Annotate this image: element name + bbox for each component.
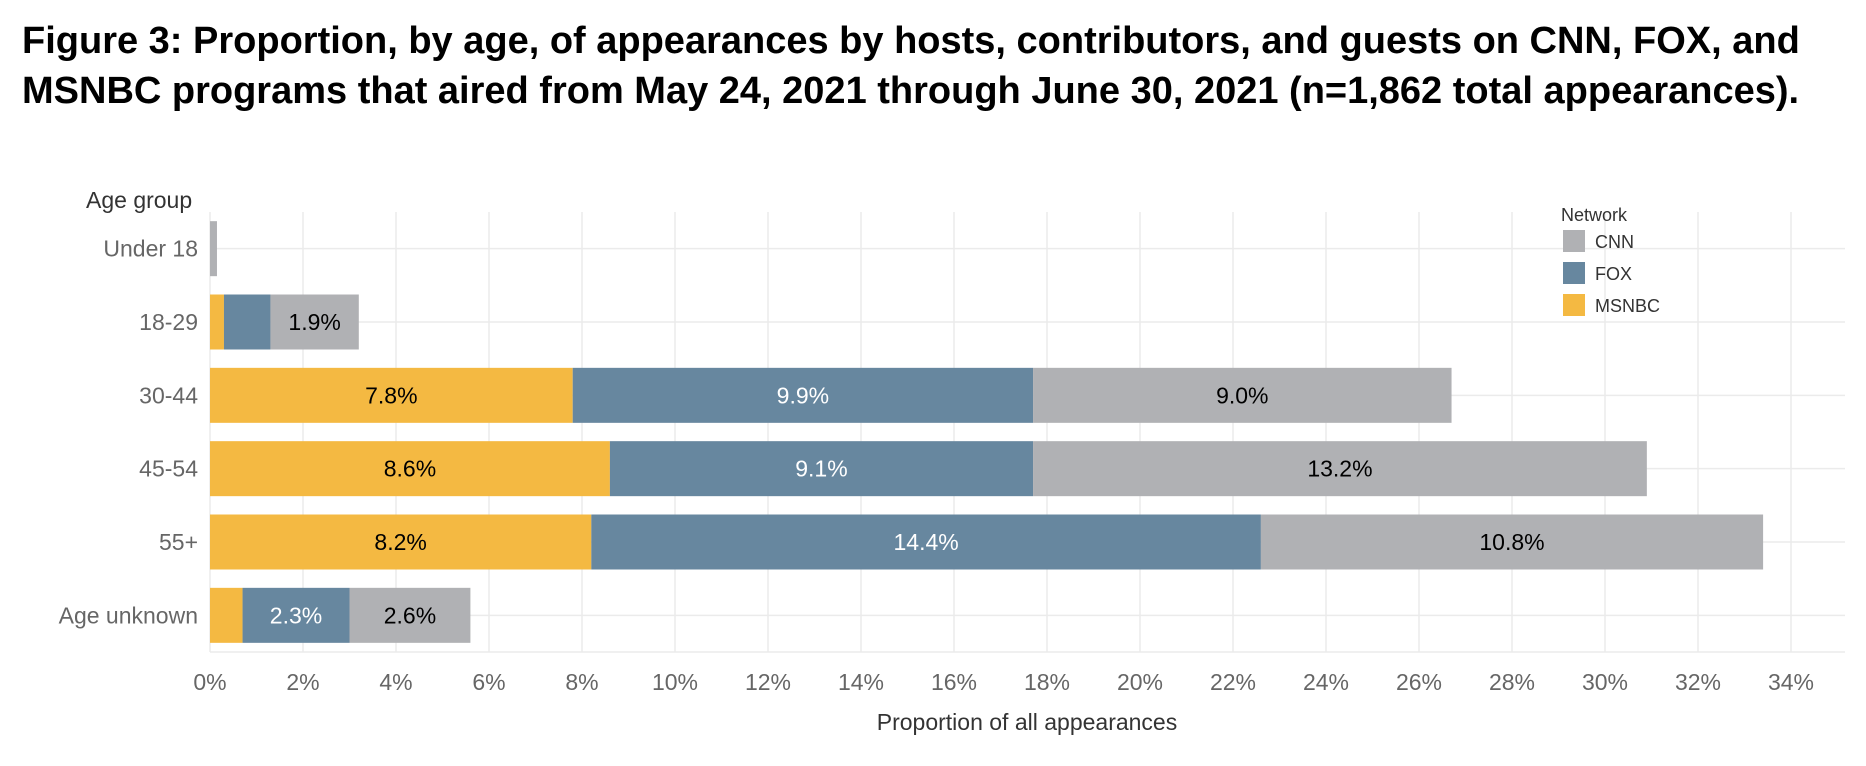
bar-fox-2: [572, 367, 1034, 423]
data-label-fox: 9.1%: [795, 456, 847, 482]
x-tick-labels: 0% 2% 4% 6% 8% 10% 12% 14% 16% 18% 20% 22% 24% 26% 28%…: [193, 669, 1814, 695]
bar-fox-3: [609, 441, 1034, 497]
category-label: 30-44: [139, 382, 198, 408]
x-tick-label: 24%: [1303, 669, 1349, 695]
bar-cnn-5: [349, 587, 471, 643]
category-label: 55+: [159, 529, 198, 555]
legend-entry-fox: FOX: [1595, 264, 1632, 284]
data-label-fox: 14.4%: [893, 529, 958, 555]
data-label-fox: 9.9%: [777, 382, 829, 408]
category-label: 45-54: [139, 456, 198, 482]
legend-entry-cnn: CNN: [1595, 232, 1634, 252]
x-tick-label: 14%: [838, 669, 884, 695]
x-tick-label: 34%: [1768, 669, 1814, 695]
x-tick-label: 12%: [745, 669, 791, 695]
data-label-msnbc: 7.8%: [365, 382, 417, 408]
data-label-cnn: 13.2%: [1307, 456, 1372, 482]
data-label-msnbc: 8.2%: [374, 529, 426, 555]
bar-fox-4: [591, 514, 1261, 570]
legend-entry-msnbc: MSNBC: [1595, 296, 1660, 316]
legend-swatch-cnn: [1563, 230, 1585, 252]
legend-title: Network: [1561, 205, 1628, 225]
x-axis-title: Proportion of all appearances: [877, 709, 1177, 735]
bar-msnbc-4: [210, 514, 592, 570]
data-label-cnn: 1.9%: [288, 309, 340, 335]
bar-fox-1: [223, 294, 271, 350]
x-tick-label: 10%: [652, 669, 698, 695]
bar-cnn-2: [1033, 367, 1452, 423]
figure-title-line-1: Figure 3: Proportion, by age, of appeara…: [22, 20, 1800, 62]
legend-swatch-msnbc: [1563, 294, 1585, 316]
bar-msnbc-5: [210, 587, 243, 643]
x-tick-label: 18%: [1024, 669, 1070, 695]
legend-swatch-fox: [1563, 262, 1585, 284]
y-axis-title: Age group: [86, 187, 192, 213]
x-tick-label: 28%: [1489, 669, 1535, 695]
x-tick-label: 6%: [472, 669, 505, 695]
x-tick-label: 22%: [1210, 669, 1256, 695]
x-tick-label: 2%: [286, 669, 319, 695]
x-tick-label: 26%: [1396, 669, 1442, 695]
data-label-cnn: 10.8%: [1479, 529, 1544, 555]
bar-msnbc-2: [210, 367, 573, 423]
x-tick-label: 16%: [931, 669, 977, 695]
bar-cnn-0: [210, 221, 217, 277]
data-label-msnbc: 8.6%: [384, 456, 436, 482]
category-labels: Under 18 18-29 30-44 45-54 55+ Age unknown: [59, 236, 199, 629]
data-label-cnn: 9.0%: [1216, 382, 1268, 408]
bar-cnn-3: [1033, 441, 1647, 497]
category-label: Age unknown: [59, 602, 198, 628]
x-tick-label: 8%: [565, 669, 598, 695]
bar-msnbc-3: [210, 441, 610, 497]
legend: Network CNN FOX MSNBC: [1561, 205, 1660, 316]
data-label-fox: 2.3%: [270, 602, 322, 628]
segment-labels: 1.9% 7.8% 9.9% 9.0% 8.6% 9.1% 13.2% 8.2% 14.4% 10…: [270, 309, 1545, 628]
data-label-cnn: 2.6%: [384, 602, 436, 628]
x-tick-label: 20%: [1117, 669, 1163, 695]
bars: [210, 221, 1764, 643]
bar-cnn-4: [1260, 514, 1764, 570]
figure-title: Figure 3: Proportion, by age, of appeara…: [22, 16, 1852, 116]
figure-title-line-2: MSNBC programs that aired from May 24, 2…: [22, 70, 1800, 112]
x-tick-label: 4%: [379, 669, 412, 695]
x-tick-label: 30%: [1582, 669, 1628, 695]
category-label: Under 18: [103, 236, 198, 262]
bar-msnbc-1: [210, 294, 224, 350]
bar-fox-5: [242, 587, 350, 643]
x-tick-label: 32%: [1675, 669, 1721, 695]
category-label: 18-29: [139, 309, 198, 335]
x-tick-label: 0%: [193, 669, 226, 695]
bar-cnn-1: [270, 294, 359, 350]
